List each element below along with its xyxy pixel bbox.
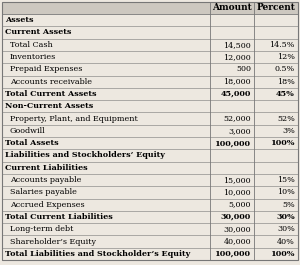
Text: 45%: 45%	[276, 90, 295, 98]
Text: 3,000: 3,000	[228, 127, 251, 135]
Text: 30,000: 30,000	[221, 213, 251, 221]
Text: 12%: 12%	[277, 53, 295, 61]
Text: Total Current Assets: Total Current Assets	[5, 90, 97, 98]
Text: 52%: 52%	[277, 114, 295, 122]
Text: Salaries payable: Salaries payable	[10, 188, 77, 196]
Text: Liabilities and Stockholders’ Equity: Liabilities and Stockholders’ Equity	[5, 152, 165, 160]
Text: Accounts receivable: Accounts receivable	[10, 78, 92, 86]
Text: Accrued Expenses: Accrued Expenses	[10, 201, 85, 209]
Text: Total Assets: Total Assets	[5, 139, 58, 147]
Text: 18%: 18%	[277, 78, 295, 86]
Text: 10%: 10%	[277, 188, 295, 196]
Text: Long-term debt: Long-term debt	[10, 225, 74, 233]
Text: 14,500: 14,500	[223, 41, 251, 49]
Text: Inventories: Inventories	[10, 53, 56, 61]
Text: Goodwill: Goodwill	[10, 127, 46, 135]
Text: Amount: Amount	[212, 3, 252, 12]
Text: 100%: 100%	[271, 139, 295, 147]
Text: Total Liabilities and Stockholder’s Equity: Total Liabilities and Stockholder’s Equi…	[5, 250, 190, 258]
Text: 30%: 30%	[277, 225, 295, 233]
Text: Total Cash: Total Cash	[10, 41, 53, 49]
Text: 14.5%: 14.5%	[269, 41, 295, 49]
Text: Current Liabilities: Current Liabilities	[5, 164, 88, 172]
Text: 30,000: 30,000	[224, 225, 251, 233]
Text: Total Current Liabilities: Total Current Liabilities	[5, 213, 113, 221]
Text: Shareholder’s Equity: Shareholder’s Equity	[10, 237, 96, 246]
Bar	[2, 2, 298, 14]
Text: 40,000: 40,000	[224, 237, 251, 246]
Text: 15%: 15%	[277, 176, 295, 184]
Text: 100%: 100%	[271, 250, 295, 258]
Text: Assets: Assets	[5, 16, 34, 24]
Text: Accounts payable: Accounts payable	[10, 176, 81, 184]
Text: 100,000: 100,000	[215, 139, 251, 147]
Text: 500: 500	[236, 65, 251, 73]
Text: 15,000: 15,000	[224, 176, 251, 184]
Text: 100,000: 100,000	[215, 250, 251, 258]
Text: Property, Plant, and Equipment: Property, Plant, and Equipment	[10, 114, 138, 122]
Text: 40%: 40%	[277, 237, 295, 246]
Text: Percent: Percent	[256, 3, 296, 12]
Text: Current Assets: Current Assets	[5, 28, 71, 37]
Text: 5%: 5%	[282, 201, 295, 209]
Text: 0.5%: 0.5%	[275, 65, 295, 73]
Text: 5,000: 5,000	[229, 201, 251, 209]
Text: 12,000: 12,000	[223, 53, 251, 61]
Text: 45,000: 45,000	[220, 90, 251, 98]
Text: 30%: 30%	[276, 213, 295, 221]
Text: 10,000: 10,000	[224, 188, 251, 196]
Text: Non-Current Assets: Non-Current Assets	[5, 102, 93, 110]
Text: 52,000: 52,000	[224, 114, 251, 122]
Text: 3%: 3%	[282, 127, 295, 135]
Text: 18,000: 18,000	[224, 78, 251, 86]
Text: Prepaid Expenses: Prepaid Expenses	[10, 65, 83, 73]
